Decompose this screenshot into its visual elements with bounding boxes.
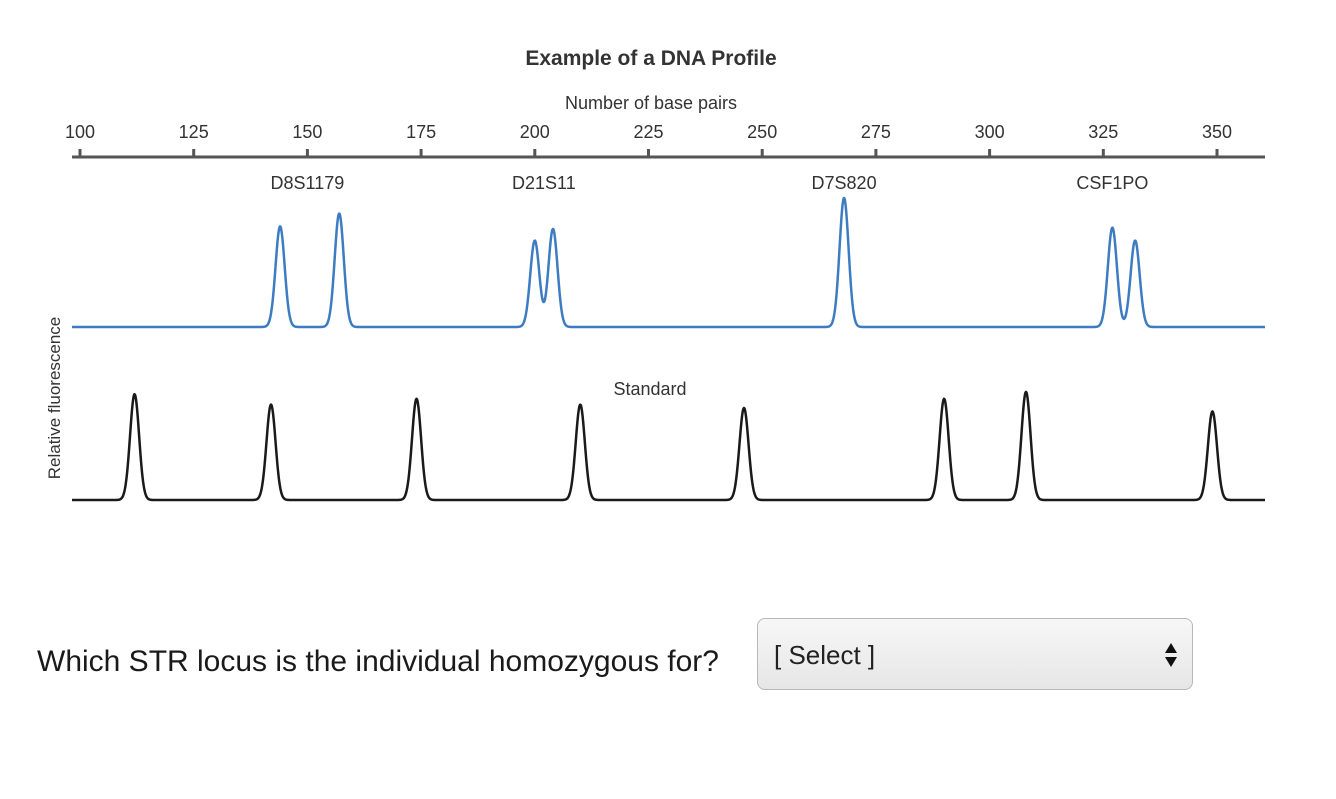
chart-title: Example of a DNA Profile: [525, 47, 776, 70]
x-tick-label: 250: [747, 122, 777, 142]
locus-label: D21S11: [512, 173, 576, 193]
answer-select[interactable]: [ Select ]: [757, 618, 1193, 690]
locus-label: D8S1179: [271, 173, 345, 193]
x-tick-label: 275: [861, 122, 891, 142]
x-tick-label: 225: [633, 122, 663, 142]
x-tick-label: 100: [65, 122, 95, 142]
locus-label: D7S820: [812, 173, 877, 193]
locus-labels: D8S1179 D21S11 D7S820 CSF1PO: [271, 173, 1149, 193]
x-tick-label: 200: [520, 122, 550, 142]
dna-profile-chart: Example of a DNA Profile Number of base …: [45, 47, 1266, 502]
y-axis-label: Relative fluorescence: [45, 317, 64, 480]
select-value: [ Select ]: [774, 640, 876, 670]
x-tick-label: 325: [1088, 122, 1118, 142]
x-axis-label: Number of base pairs: [565, 93, 737, 113]
series-lines: [71, 196, 1266, 502]
locus-label: CSF1PO: [1076, 173, 1148, 193]
x-axis-ticks: 100 125 150 175 200 225 250 275 300 325 350: [65, 122, 1232, 157]
x-tick-label: 150: [292, 122, 322, 142]
updown-arrows-icon: [1165, 643, 1177, 667]
x-tick-label: 350: [1202, 122, 1232, 142]
x-tick-label: 175: [406, 122, 436, 142]
x-tick-label: 125: [179, 122, 209, 142]
standard-trace: [71, 390, 1266, 502]
question-text: Which STR locus is the individual homozy…: [37, 645, 719, 678]
standard-label: Standard: [613, 379, 686, 399]
sample-trace: [71, 196, 1266, 329]
question-row: Which STR locus is the individual homozy…: [37, 617, 1217, 693]
x-tick-label: 300: [975, 122, 1005, 142]
